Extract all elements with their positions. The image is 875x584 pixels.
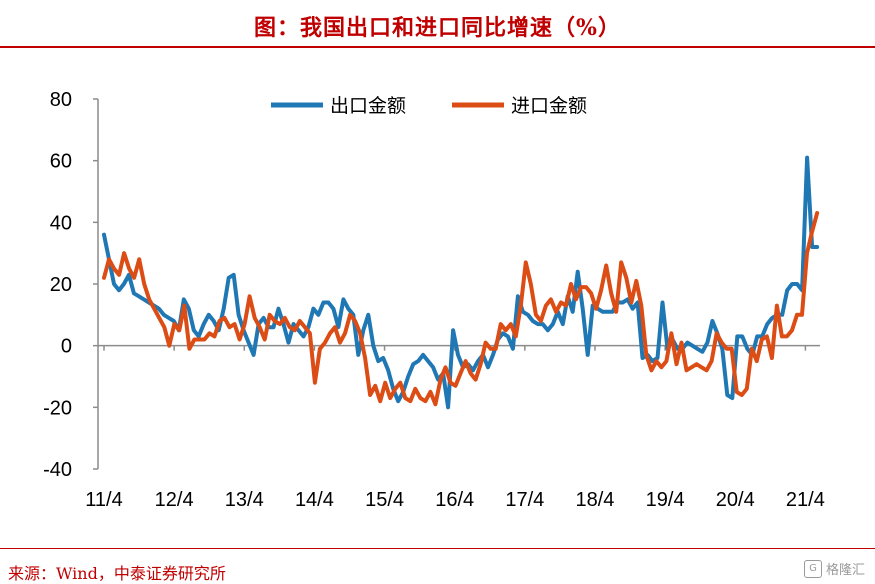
y-tick-label: 60 <box>50 151 72 173</box>
watermark: G 格隆汇 <box>803 559 865 578</box>
watermark-text: 格隆汇 <box>825 563 865 578</box>
legend-label: 进口金额 <box>511 95 587 117</box>
x-tick-label: 18/4 <box>576 489 615 511</box>
footer-divider <box>0 548 875 549</box>
y-tick-label: 20 <box>50 274 72 296</box>
x-tick-label: 20/4 <box>716 489 755 511</box>
y-tick-label: 80 <box>50 89 72 111</box>
x-tick-label: 11/4 <box>85 489 122 511</box>
source-note: 来源：Wind，中泰证券研究所 <box>8 564 226 583</box>
x-tick-label: 21/4 <box>786 489 825 511</box>
chart-axes: 80 60 40 20 0 -20 -40 11/4 12/4 13/4 14/4 15/4 16/4 1… <box>43 89 825 511</box>
x-tick-label: 16/4 <box>435 489 474 511</box>
y-tick-label: 40 <box>50 212 72 234</box>
y-tick-label: 0 <box>61 336 72 358</box>
x-tick-label: 17/4 <box>505 489 544 511</box>
chart-legend: 出口金额 进口金额 <box>271 95 587 117</box>
x-tick-label: 13/4 <box>225 489 264 511</box>
y-tick-label: -20 <box>43 397 72 419</box>
title-divider <box>0 46 875 48</box>
chart-title: 图：我国出口和进口同比增速（%） <box>254 15 621 41</box>
x-tick-label: 12/4 <box>155 489 194 511</box>
x-tick-label: 19/4 <box>646 489 685 511</box>
x-tick-label: 14/4 <box>295 489 334 511</box>
chart-series <box>102 155 820 410</box>
series-line-import <box>102 211 820 407</box>
watermark-logo-icon: G <box>803 559 822 578</box>
y-tick-label: -40 <box>43 459 72 481</box>
legend-label: 出口金额 <box>330 95 406 117</box>
x-tick-label: 15/4 <box>365 489 404 511</box>
series-line-export <box>102 155 820 410</box>
